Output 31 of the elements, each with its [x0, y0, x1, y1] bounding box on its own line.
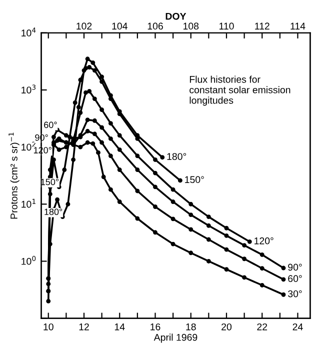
x-tick-label: 10 — [44, 323, 54, 330]
x2-tick-label: 102 — [76, 22, 92, 30]
series-label: 180° — [167, 153, 186, 160]
x2-tick-label: 112 — [255, 22, 270, 30]
x-tick-label: 18 — [186, 323, 196, 330]
x-tick-label: 16 — [150, 323, 160, 330]
series-label: 90° — [288, 264, 302, 271]
x2-tick-label: 106 — [148, 22, 163, 30]
x2-tick-label: 110 — [219, 22, 234, 30]
y-axis-title: Protons (cm² s sr)$^{−1}$ — [8, 132, 20, 219]
x-axis-title: April 1969 — [154, 334, 198, 343]
series-label: 120° — [254, 237, 274, 244]
series-label: 60° — [288, 275, 302, 282]
x2-tick-label: 108 — [183, 22, 199, 30]
x-tick-label: 14 — [114, 324, 125, 330]
series-label: 30° — [288, 290, 302, 298]
x2-tick-label: 104 — [112, 22, 128, 30]
x2-tick-label: 114 — [290, 22, 306, 30]
annotation: 60° — [44, 122, 57, 128]
x2-axis-title: DOY — [166, 12, 186, 20]
x-tick-label: 12 — [79, 323, 89, 330]
y-tick-label: 10$^{1}$ — [22, 198, 36, 208]
x-tick-label: 22 — [257, 323, 268, 330]
annotation: Flux histories for constant solar emission longitudes — [190, 76, 290, 106]
x-tick-label: 20 — [222, 323, 232, 330]
x-tick-label: 24 — [292, 323, 303, 330]
y-tick-label: 10$^{4}$ — [22, 28, 36, 36]
annotation: 180° — [44, 208, 62, 216]
y-tick-label: 10$^{3}$ — [22, 84, 36, 94]
series-label: 150° — [185, 176, 204, 184]
y-tick-label: 10$^{0}$ — [22, 256, 36, 265]
